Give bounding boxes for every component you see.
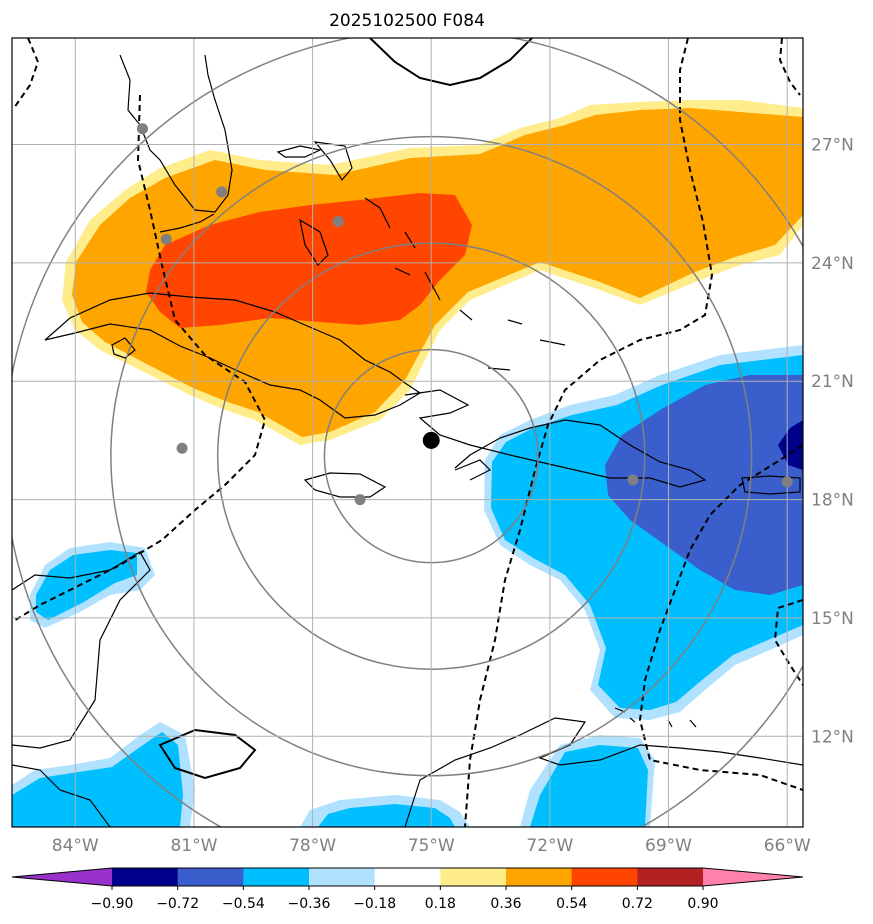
colorbar-segment-3: [309, 868, 376, 886]
lat-tick-label-4: 15°N: [811, 609, 854, 629]
station-marker-1: [216, 186, 228, 198]
colorbar-tick-label-4: −0.18: [353, 896, 396, 912]
station-marker-7: [781, 476, 793, 488]
colorbar-tick-label-6: 0.36: [490, 896, 521, 912]
nicaragua-coast: [12, 764, 111, 827]
storm-center-marker: [422, 431, 440, 449]
lon-tick-label-6: 66°W: [764, 836, 811, 856]
bahamas-abaco: [313, 141, 353, 182]
contour-fill-neg-0-54: [605, 375, 803, 595]
lon-tick-label-3: 75°W: [408, 836, 455, 856]
dashed-contour-4: [464, 38, 714, 827]
colorbar-tick-label-9: 0.90: [687, 896, 718, 912]
florida-keys: [159, 213, 215, 233]
station-marker-4: [176, 442, 188, 454]
colorbar-tick-label-5: 0.18: [425, 896, 456, 912]
coastlines: [12, 54, 803, 827]
bahamas-andros: [299, 218, 329, 266]
colorbar-segment-7: [571, 868, 638, 886]
colorbar-tick-label-3: −0.36: [288, 896, 331, 912]
dashed-contour-1: [13, 38, 40, 109]
graticule: [12, 38, 803, 827]
figure-title: 2025102500 F084: [329, 11, 485, 31]
contour-fill-0-54: [146, 193, 472, 328]
longitude-labels: 84°W 81°W 78°W 75°W 72°W 69°W 66°W: [52, 836, 811, 856]
lat-tick-label-2: 21°N: [811, 372, 854, 392]
station-marker-5: [354, 494, 366, 506]
lon-tick-label-2: 78°W: [289, 836, 336, 856]
lat-tick-label-0: 27°N: [811, 136, 854, 156]
latitude-labels: 27°N 24°N 21°N 18°N 15°N 12°N: [811, 136, 854, 748]
isle-of-youth: [111, 337, 136, 359]
puerto-rico-coast: [741, 475, 801, 495]
colorbar-extend-high: [703, 868, 803, 886]
station-marker-0: [137, 123, 149, 135]
colorbar-segment-4: [374, 868, 441, 886]
station-markers: [137, 123, 793, 506]
station-marker-3: [332, 215, 344, 227]
station-marker-6: [627, 474, 639, 486]
colorbar-segment-6: [506, 868, 573, 886]
bahamas-cays: [394, 231, 566, 371]
contour-fill-neg-sw-4: [12, 732, 183, 827]
central-america-coast: [12, 551, 151, 749]
colorbar-segment-2: [243, 868, 310, 886]
hispaniola-coast: [404, 389, 707, 488]
colorbar-segment-5: [440, 868, 507, 886]
lon-tick-label-4: 72°W: [526, 836, 573, 856]
colorbar-tick-label-2: −0.54: [222, 896, 265, 912]
colorbar-segment-0: [112, 868, 179, 886]
jamaica-coast: [303, 472, 387, 498]
bahamas-eleuthera: [364, 197, 391, 229]
dashed-contour-3: [778, 38, 801, 96]
isobar-lines: [12, 38, 803, 827]
lon-tick-label-5: 69°W: [645, 836, 692, 856]
lat-tick-label-1: 24°N: [811, 254, 854, 274]
lesser-antilles: [614, 707, 697, 728]
solid-contour-2: [158, 728, 257, 780]
colorbar-tick-label-0: −0.90: [91, 896, 134, 912]
colorbar-segment-1: [177, 868, 244, 886]
colorbar-extend-low: [12, 868, 112, 886]
contour-fill-neg-s-4: [530, 745, 648, 827]
dashed-contour-6: [773, 599, 803, 686]
lat-tick-label-3: 18°N: [811, 491, 854, 511]
contour-fill-neg-sw-2: [36, 550, 137, 620]
station-marker-2: [160, 233, 172, 245]
lon-tick-label-1: 81°W: [170, 836, 217, 856]
colorbar: −0.90 −0.72 −0.54 −0.36 −0.18 0.18 0.36 0.54 0.7…: [11, 867, 804, 912]
dashed-contour-5: [638, 444, 803, 791]
lat-tick-label-5: 12°N: [811, 727, 854, 747]
florida-coast: [119, 54, 233, 213]
colorbar-tick-label-1: −0.72: [156, 896, 199, 912]
map-frame: [11, 37, 804, 828]
lon-tick-label-0: 84°W: [52, 836, 99, 856]
colorbar-segment-8: [637, 868, 704, 886]
solid-contour-1: [369, 38, 533, 87]
contour-fill-neg-s-2: [318, 804, 455, 827]
map-plot-area: [12, 38, 803, 827]
jamaica-small: [454, 459, 492, 481]
cuba-coast: [44, 292, 422, 419]
colorbar-tick-label-8: 0.72: [622, 896, 653, 912]
colorbar-tick-label-7: 0.54: [556, 896, 587, 912]
dashed-contour-2: [12, 94, 267, 623]
